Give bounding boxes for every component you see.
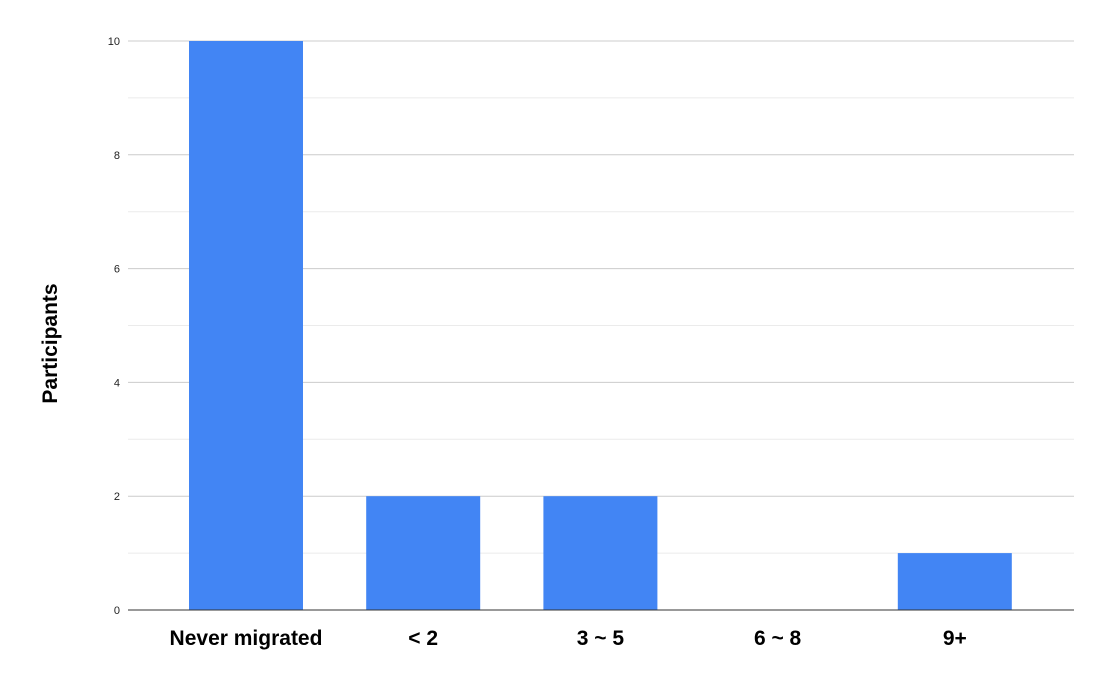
bar: [189, 41, 303, 610]
x-tick-label: < 2: [408, 627, 438, 650]
x-tick-label: 9+: [943, 627, 967, 650]
y-tick-label: 8: [114, 150, 120, 162]
x-tick-label: 6 ~ 8: [754, 627, 802, 650]
y-tick-label: 6: [114, 264, 120, 276]
x-axis-ticks: Never migrated < 2 3 ~ 5 6 ~ 8 9+: [170, 627, 967, 650]
y-tick-label: 10: [108, 36, 120, 48]
y-axis-ticks: 0 2 4 6 8 10: [108, 36, 120, 617]
bar: [543, 496, 658, 610]
bar: [897, 553, 1012, 610]
y-tick-label: 4: [114, 377, 120, 389]
y-tick-label: 0: [114, 605, 120, 617]
y-tick-label: 2: [114, 491, 120, 503]
y-axis-title: Participants: [39, 283, 62, 403]
x-tick-label: 3 ~ 5: [577, 627, 625, 650]
x-tick-label: Never migrated: [170, 627, 323, 650]
bars: [189, 41, 1012, 610]
bar: [366, 496, 481, 610]
